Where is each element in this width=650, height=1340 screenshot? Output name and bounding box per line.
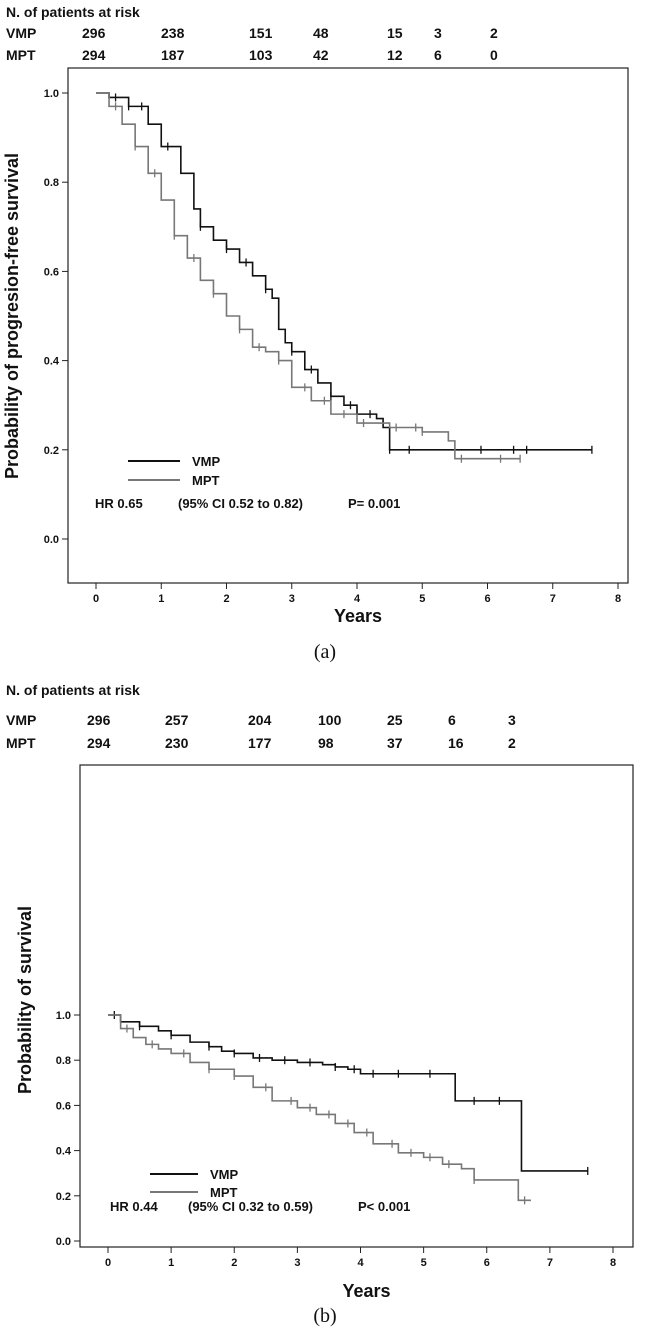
risk-cell: 100 bbox=[318, 712, 342, 728]
legend-label-mpt: MPT bbox=[210, 1185, 238, 1200]
y-tick-label: 1.0 bbox=[44, 88, 59, 100]
y-axis-label: Probability of progresion-free survival bbox=[2, 153, 22, 479]
risk-cell: 2 bbox=[508, 735, 516, 751]
x-tick-label: 7 bbox=[547, 1257, 553, 1269]
confidence-interval-text: (95% CI 0.32 to 0.59) bbox=[188, 1199, 313, 1214]
chart-panel-b: N. of patients at risk VMP 296 257 204 100 25 6… bbox=[0, 670, 650, 1340]
x-tick-label: 1 bbox=[158, 593, 164, 605]
chart-panel-a: N. of patients at risk VMP 296 238 151 48 15 3 2… bbox=[2, 4, 629, 663]
risk-row-label-mpt: MPT bbox=[6, 47, 36, 63]
x-tick-label: 5 bbox=[421, 1257, 427, 1269]
x-tick-label: 3 bbox=[294, 1257, 300, 1269]
risk-cell: 238 bbox=[161, 25, 185, 41]
risk-cell: 15 bbox=[387, 25, 403, 41]
x-tick-label: 2 bbox=[223, 593, 229, 605]
y-tick-label: 0.2 bbox=[56, 1191, 71, 1203]
risk-cell: 3 bbox=[508, 712, 516, 728]
risk-cell: 6 bbox=[434, 47, 442, 63]
y-tick-label: 0.0 bbox=[56, 1236, 71, 1248]
risk-row-label-vmp: VMP bbox=[6, 25, 36, 41]
x-tick-label: 0 bbox=[105, 1257, 111, 1269]
risk-cell: 177 bbox=[248, 735, 272, 751]
risk-cell: 294 bbox=[87, 735, 111, 751]
risk-cell: 3 bbox=[434, 25, 442, 41]
y-tick-label: 0.8 bbox=[44, 177, 59, 189]
risk-cell: 6 bbox=[448, 712, 456, 728]
y-tick-label: 0.0 bbox=[44, 534, 59, 546]
risk-cell: 151 bbox=[249, 25, 273, 41]
risk-cell: 98 bbox=[318, 735, 334, 751]
x-tick-label: 7 bbox=[550, 593, 556, 605]
plot-frame bbox=[67, 67, 629, 584]
risk-table-title: N. of patients at risk bbox=[6, 682, 140, 698]
risk-cell: 294 bbox=[82, 47, 106, 63]
hazard-ratio-text: HR 0.44 bbox=[110, 1199, 158, 1214]
x-axis-label: Years bbox=[342, 1281, 390, 1301]
risk-row-label-vmp: VMP bbox=[6, 712, 36, 728]
x-tick-label: 1 bbox=[168, 1257, 174, 1269]
risk-cell: 37 bbox=[387, 735, 403, 751]
confidence-interval-text: (95% CI 0.52 to 0.82) bbox=[178, 496, 303, 511]
risk-cell: 12 bbox=[387, 47, 403, 63]
series-line-mpt bbox=[96, 92, 521, 460]
risk-cell: 16 bbox=[448, 735, 464, 751]
y-tick-label: 0.4 bbox=[56, 1146, 72, 1158]
x-tick-label: 0 bbox=[93, 593, 99, 605]
risk-cell: 296 bbox=[82, 25, 106, 41]
x-tick-label: 2 bbox=[231, 1257, 237, 1269]
p-value-text: P= 0.001 bbox=[348, 496, 400, 511]
series-line-mpt bbox=[108, 1014, 531, 1202]
y-axis-label: Probability of survival bbox=[15, 906, 35, 1094]
x-tick-label: 4 bbox=[357, 1257, 364, 1269]
series-line-vmp bbox=[108, 1014, 588, 1172]
y-tick-label: 1.0 bbox=[56, 1010, 71, 1022]
x-axis-label: Years bbox=[334, 606, 382, 626]
y-tick-label: 0.8 bbox=[56, 1055, 71, 1067]
risk-cell: 48 bbox=[313, 25, 329, 41]
risk-cell: 2 bbox=[490, 25, 498, 41]
risk-cell: 0 bbox=[490, 47, 498, 63]
legend-label-vmp: VMP bbox=[210, 1167, 239, 1182]
risk-cell: 25 bbox=[387, 712, 403, 728]
hazard-ratio-text: HR 0.65 bbox=[95, 496, 143, 511]
risk-cell: 296 bbox=[87, 712, 111, 728]
y-tick-label: 0.6 bbox=[56, 1100, 71, 1112]
risk-cell: 204 bbox=[248, 712, 272, 728]
panel-caption: (a) bbox=[314, 641, 336, 663]
risk-cell: 42 bbox=[313, 47, 329, 63]
x-tick-label: 8 bbox=[615, 593, 621, 605]
risk-cell: 103 bbox=[249, 47, 273, 63]
x-tick-label: 8 bbox=[610, 1257, 616, 1269]
plot-frame bbox=[79, 764, 634, 1248]
risk-row-label-mpt: MPT bbox=[6, 735, 36, 751]
y-tick-label: 0.6 bbox=[44, 266, 59, 278]
legend-label-vmp: VMP bbox=[192, 454, 221, 469]
p-value-text: P< 0.001 bbox=[358, 1199, 410, 1214]
risk-cell: 187 bbox=[161, 47, 185, 63]
x-tick-label: 6 bbox=[484, 593, 490, 605]
series-line-vmp bbox=[96, 92, 592, 451]
risk-cell: 257 bbox=[165, 712, 189, 728]
legend-label-mpt: MPT bbox=[192, 473, 220, 488]
x-tick-label: 3 bbox=[289, 593, 295, 605]
y-tick-label: 0.2 bbox=[44, 445, 59, 457]
risk-cell: 230 bbox=[165, 735, 189, 751]
x-tick-label: 4 bbox=[354, 593, 361, 605]
x-tick-label: 5 bbox=[419, 593, 425, 605]
x-tick-label: 6 bbox=[484, 1257, 490, 1269]
panel-caption: (b) bbox=[313, 1305, 336, 1327]
risk-table-title: N. of patients at risk bbox=[6, 4, 140, 20]
y-tick-label: 0.4 bbox=[44, 356, 60, 368]
